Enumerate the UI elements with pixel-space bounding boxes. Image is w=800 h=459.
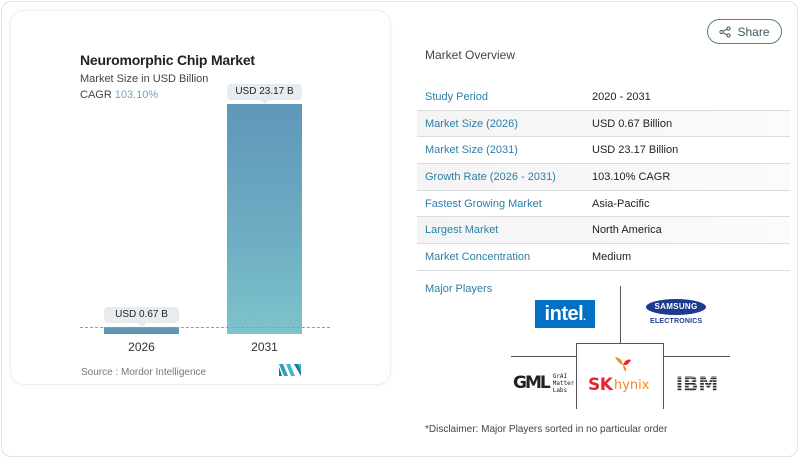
chart-subtitle: Market Size in USD Billion: [80, 73, 209, 85]
hynix-text: hynix: [614, 378, 650, 393]
overview-value: Medium: [592, 250, 632, 263]
sk-hynix-logo: SK hynix: [586, 356, 656, 400]
samsung-logo-oval: SAMSUNG: [646, 299, 706, 315]
gml-mark: GML: [513, 373, 551, 393]
x-tick-2026: 2026: [128, 340, 155, 354]
overview-key: Growth Rate (2026 - 2031): [425, 170, 556, 183]
sk-text: SK: [588, 375, 613, 395]
divider: [511, 356, 577, 357]
chart-baseline: [80, 327, 330, 328]
intel-dot: .: [583, 312, 586, 323]
divider: [620, 286, 621, 343]
sk-hynix-frame: [576, 343, 664, 409]
gml-line: GrAI: [552, 372, 568, 380]
overview-key: Market Size (2031): [425, 144, 518, 157]
overview-row-fastest-growing: Fastest Growing Market Asia-Pacific: [417, 191, 790, 218]
bar-2031: [227, 104, 302, 334]
overview-key: Market Size (2026): [425, 117, 518, 130]
disclaimer: *Disclaimer: Major Players sorted in no …: [425, 424, 668, 435]
chart-title: Neuromorphic Chip Market: [80, 52, 255, 68]
chart-cagr: CAGR 103.10%: [80, 89, 158, 101]
overview-key: Fastest Growing Market: [425, 197, 542, 210]
market-overview-title: Market Overview: [425, 48, 516, 62]
overview-value: 103.10% CAGR: [592, 170, 671, 183]
intel-logo: intel.: [535, 300, 595, 328]
samsung-logo-sub: ELECTRONICS: [650, 318, 703, 325]
chart-card: [10, 10, 391, 385]
overview-row-concentration: Market Concentration Medium: [417, 244, 790, 271]
gml-line: Labs: [552, 386, 568, 394]
overview-row-growth-rate: Growth Rate (2026 - 2031) 103.10% CAGR: [417, 164, 790, 191]
overview-row-market-size-2031: Market Size (2031) USD 23.17 Billion: [417, 137, 790, 165]
grai-matter-labs-logo: GML GrAI Matter Labs: [513, 370, 575, 396]
samsung-logo: SAMSUNG ELECTRONICS: [646, 299, 706, 329]
overview-value: USD 23.17 Billion: [592, 144, 679, 157]
overview-key: Largest Market: [425, 224, 499, 237]
x-tick-2031: 2031: [251, 340, 278, 354]
overview-value: North America: [592, 224, 662, 237]
overview-value: Asia-Pacific: [592, 197, 650, 210]
overview-row-largest-market: Largest Market North America: [417, 217, 790, 245]
divider: [664, 356, 730, 357]
bar-label-2026: USD 0.67 B: [104, 307, 179, 327]
overview-value: 2020 - 2031: [592, 90, 651, 103]
mordor-intelligence-logo-icon: [279, 364, 301, 376]
share-icon: [719, 25, 732, 38]
overview-value: USD 0.67 Billion: [592, 117, 673, 130]
intel-logo-text: intel: [544, 303, 584, 325]
gml-line: Matter: [552, 379, 575, 387]
gml-text: GrAI Matter Labs: [553, 373, 575, 394]
cagr-value: 103.10%: [114, 89, 159, 101]
ibm-logo: IBM: [672, 372, 722, 394]
overview-key: Study Period: [425, 90, 488, 103]
bar-2026: [104, 327, 179, 334]
market-overview-table: Study Period 2020 - 2031 Market Size (20…: [417, 84, 790, 271]
source-text: Source : Mordor Intelligence: [81, 367, 207, 378]
bar-label-2031: USD 23.17 B: [227, 84, 302, 104]
cagr-label: CAGR: [80, 89, 112, 101]
overview-row-study-period: Study Period 2020 - 2031: [417, 84, 790, 111]
share-button[interactable]: Share: [707, 19, 782, 44]
overview-key: Market Concentration: [425, 250, 531, 263]
overview-row-market-size-2026: Market Size (2026) USD 0.67 Billion: [417, 110, 790, 138]
major-players-title: Major Players: [425, 283, 493, 295]
share-label: Share: [737, 24, 770, 39]
sk-butterfly-icon: [615, 357, 631, 372]
